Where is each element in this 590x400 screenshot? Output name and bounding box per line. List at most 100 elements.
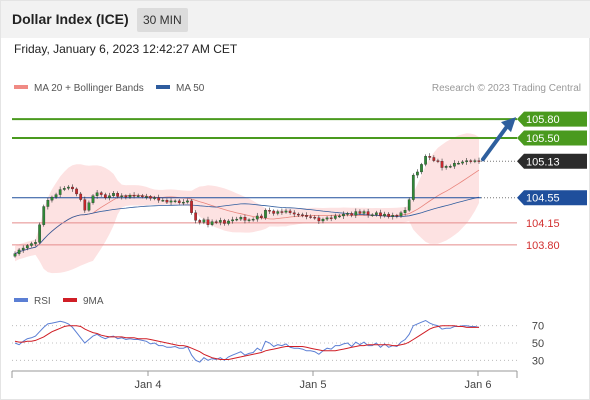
candle <box>448 164 452 169</box>
rsi-line <box>14 319 480 363</box>
candle-body <box>309 216 312 218</box>
candle-body <box>30 243 33 246</box>
candle <box>239 215 243 221</box>
candle <box>103 192 107 200</box>
candle-body <box>338 215 341 218</box>
candle-body <box>301 214 304 216</box>
candle <box>358 209 362 215</box>
candle <box>153 195 156 201</box>
candle-body <box>21 247 25 251</box>
candle <box>140 193 144 199</box>
candle-body <box>366 211 370 215</box>
candle <box>272 209 276 216</box>
candle <box>333 213 337 220</box>
candle <box>173 199 177 204</box>
candle <box>67 185 70 191</box>
candle-body <box>128 195 132 198</box>
candle <box>62 186 66 192</box>
candle-body <box>42 206 46 225</box>
candle <box>276 209 280 216</box>
candle-body <box>120 195 124 197</box>
candle-body <box>161 200 165 202</box>
candle-body <box>50 196 54 201</box>
candle <box>346 211 349 217</box>
candle <box>362 209 366 216</box>
candle <box>444 164 448 170</box>
candle-body <box>358 211 362 214</box>
candle <box>58 186 62 198</box>
candle-body <box>325 217 329 220</box>
candle <box>120 193 124 200</box>
candle <box>46 197 50 210</box>
legend-label-ma20: MA 20 + Bollinger Bands <box>34 83 144 94</box>
candle <box>231 216 234 224</box>
candle <box>50 195 54 203</box>
candle-body <box>346 213 349 215</box>
timeframe-badge[interactable]: 30 MIN <box>137 8 188 32</box>
level-label-pivot: 104.55 <box>526 193 560 205</box>
candle <box>436 158 440 164</box>
candle <box>145 193 148 200</box>
candle-body <box>169 200 173 203</box>
candle <box>190 198 193 215</box>
candle <box>350 211 354 218</box>
candle-body <box>420 164 423 173</box>
candle <box>374 210 378 217</box>
candle-body <box>477 160 481 162</box>
candle <box>329 214 333 222</box>
candle-body <box>264 210 267 218</box>
candle-body <box>428 156 432 158</box>
level-label-last: 105.13 <box>526 156 560 168</box>
candle-body <box>354 211 358 216</box>
rsi-9ma-line <box>14 325 479 360</box>
candle-body <box>465 160 469 163</box>
candle <box>338 214 341 218</box>
candle <box>79 192 83 202</box>
candle <box>161 197 165 202</box>
candle-body <box>132 195 136 197</box>
level-label-resistance: 105.50 <box>526 133 560 145</box>
candle <box>411 173 415 202</box>
candle-body <box>276 211 280 214</box>
candle <box>30 241 33 248</box>
candle <box>186 198 189 204</box>
candle-body <box>317 217 321 222</box>
candle-body <box>46 200 50 207</box>
candle <box>251 217 255 222</box>
candle-body <box>223 220 226 224</box>
candle-body <box>210 221 214 225</box>
candle <box>182 199 185 206</box>
rsi-plot-area: 70 50 30 <box>12 319 544 367</box>
candle-body <box>231 219 234 222</box>
candle-body <box>25 245 29 249</box>
candle <box>202 217 206 225</box>
candle-body <box>186 200 189 203</box>
candle <box>136 193 140 198</box>
candle <box>25 243 29 251</box>
candle-body <box>177 200 181 203</box>
candle-body <box>403 210 407 213</box>
candle-body <box>247 219 251 221</box>
candle-body <box>255 215 259 220</box>
candle-body <box>99 192 103 195</box>
price-legend: MA 20 + Bollinger Bands MA 50 Research ©… <box>14 83 581 94</box>
credit-text: Research © 2023 Trading Central <box>432 83 581 94</box>
candle <box>325 215 329 221</box>
candle-body <box>214 221 218 223</box>
candle-body <box>333 215 337 219</box>
candle-body <box>440 161 444 168</box>
candle <box>218 217 222 226</box>
candle-body <box>38 224 41 243</box>
candle-body <box>321 218 325 222</box>
legend-swatch-ma50 <box>156 85 170 89</box>
candle-body <box>280 211 284 213</box>
legend-swatch-ma20 <box>14 85 28 89</box>
candle <box>461 159 464 166</box>
candle-body <box>34 242 37 244</box>
candle-body <box>272 210 276 214</box>
candle-body <box>383 213 386 217</box>
candle <box>108 192 111 201</box>
rsi-tick-label: 30 <box>532 355 544 367</box>
candle <box>71 184 74 192</box>
chart-header: Dollar Index (ICE) 30 MIN <box>1 1 590 38</box>
